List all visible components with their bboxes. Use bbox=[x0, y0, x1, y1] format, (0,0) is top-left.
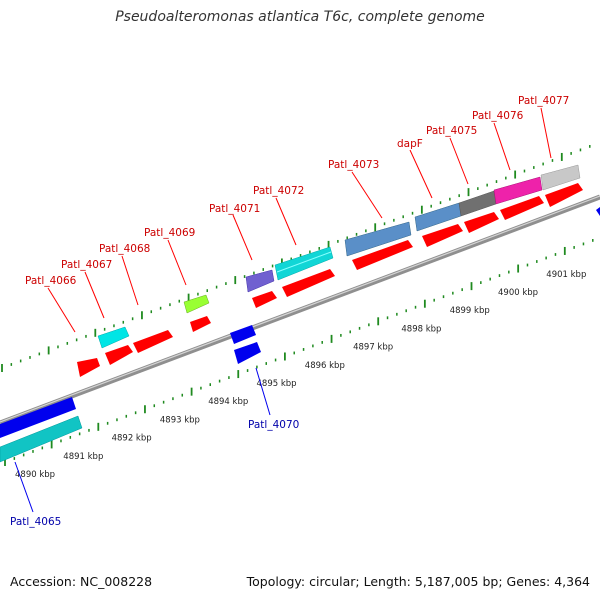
leader-4075 bbox=[449, 137, 469, 185]
kbp-label: 4894 kbp bbox=[208, 397, 248, 407]
gene-bar-4076 bbox=[493, 176, 543, 205]
gene-bar-4072-stripe bbox=[276, 251, 332, 273]
leader-4073 bbox=[351, 171, 383, 219]
cds-arrow-4072 bbox=[282, 269, 335, 297]
leader-4077 bbox=[540, 107, 552, 159]
gene-label: Patl_4067 bbox=[61, 259, 112, 271]
gene-label: Patl_4073 bbox=[328, 159, 379, 171]
gene-label: Patl_4075 bbox=[426, 125, 477, 137]
kbp-label: 4895 kbp bbox=[257, 379, 297, 389]
tick-marks bbox=[1, 145, 594, 466]
map-title: Pseudoalteromonas atlantica T6c, complet… bbox=[115, 9, 485, 25]
kbp-labels: 4890 kbp 4891 kbp 4892 kbp 4893 kbp 4894 kbp… bbox=[15, 270, 586, 480]
leader-4067 bbox=[84, 271, 105, 319]
cds-arrow-4069 bbox=[190, 316, 211, 332]
kbp-label: 4891 kbp bbox=[63, 452, 103, 462]
gene-label: Patl_4065 bbox=[10, 516, 61, 528]
cds-arrow-4070b bbox=[234, 342, 261, 364]
gene-bar-4072 bbox=[274, 246, 334, 281]
cds-arrow-next bbox=[596, 207, 600, 216]
cds-arrow-4070a bbox=[230, 325, 256, 344]
cds-arrow-4067 bbox=[105, 345, 133, 365]
genome-backbone bbox=[0, 194, 600, 426]
kbp-label: 4901 kbp bbox=[546, 270, 586, 280]
leader-4065 bbox=[14, 461, 34, 513]
gene-label: Patl_4077 bbox=[518, 95, 569, 107]
leader-dapF bbox=[409, 149, 433, 199]
kbp-label: 4898 kbp bbox=[401, 324, 441, 334]
gene-bar-4069 bbox=[183, 294, 210, 314]
gene-bar-4065 bbox=[0, 415, 83, 463]
kbp-label: 4900 kbp bbox=[498, 288, 538, 298]
leader-4066 bbox=[47, 287, 76, 333]
gene-label: Patl_4070 bbox=[248, 419, 299, 431]
kbp-label: 4896 kbp bbox=[305, 361, 345, 371]
gene-label: Patl_4076 bbox=[472, 110, 524, 122]
gene-bar-4071 bbox=[245, 269, 275, 293]
cds-arrow-4068 bbox=[133, 330, 173, 353]
gene-label: Patl_4069 bbox=[144, 227, 195, 239]
leader-4070 bbox=[255, 367, 271, 416]
cds-arrow-4065 bbox=[0, 397, 76, 438]
gene-bar-4075 bbox=[458, 190, 497, 217]
cds-arrow-4066 bbox=[77, 358, 100, 377]
gene-label: Patl_4066 bbox=[25, 275, 77, 287]
accession-text: Accession: NC_008228 bbox=[10, 574, 153, 589]
leader-4068 bbox=[121, 255, 139, 306]
label-leaders bbox=[14, 107, 552, 513]
cds-arrow-4075 bbox=[464, 212, 499, 233]
cds-arrow-4077 bbox=[545, 183, 583, 207]
leader-4072 bbox=[275, 197, 297, 246]
gene-bar-4077 bbox=[540, 164, 581, 191]
gene-label: Patl_4072 bbox=[253, 185, 304, 197]
kbp-label: 4899 kbp bbox=[450, 306, 490, 316]
cds-arrow-4073 bbox=[352, 240, 413, 270]
kbp-label: 4893 kbp bbox=[160, 415, 200, 425]
leader-4069 bbox=[167, 239, 187, 286]
kbp-label: 4892 kbp bbox=[112, 434, 152, 444]
genome-summary-text: Topology: circular; Length: 5,187,005 bp… bbox=[246, 574, 590, 589]
gene-labels: Patl_4065 Patl_4066 Patl_4067 Patl_4068 Patl… bbox=[10, 95, 569, 528]
leader-4076 bbox=[493, 122, 511, 171]
kbp-label: 4890 kbp bbox=[15, 470, 55, 480]
gene-bar-4073 bbox=[344, 221, 412, 257]
kbp-label: 4897 kbp bbox=[353, 343, 393, 353]
features bbox=[0, 164, 600, 463]
cds-arrow-dapF bbox=[422, 224, 463, 247]
gene-bar-4067 bbox=[97, 326, 130, 349]
leader-4071 bbox=[232, 214, 253, 261]
gene-label: Patl_4068 bbox=[99, 243, 150, 255]
cds-arrow-4071 bbox=[252, 291, 277, 308]
gene-label: dapF bbox=[397, 138, 423, 150]
cds-arrow-4076 bbox=[500, 196, 544, 220]
gene-label: Patl_4071 bbox=[209, 203, 260, 215]
